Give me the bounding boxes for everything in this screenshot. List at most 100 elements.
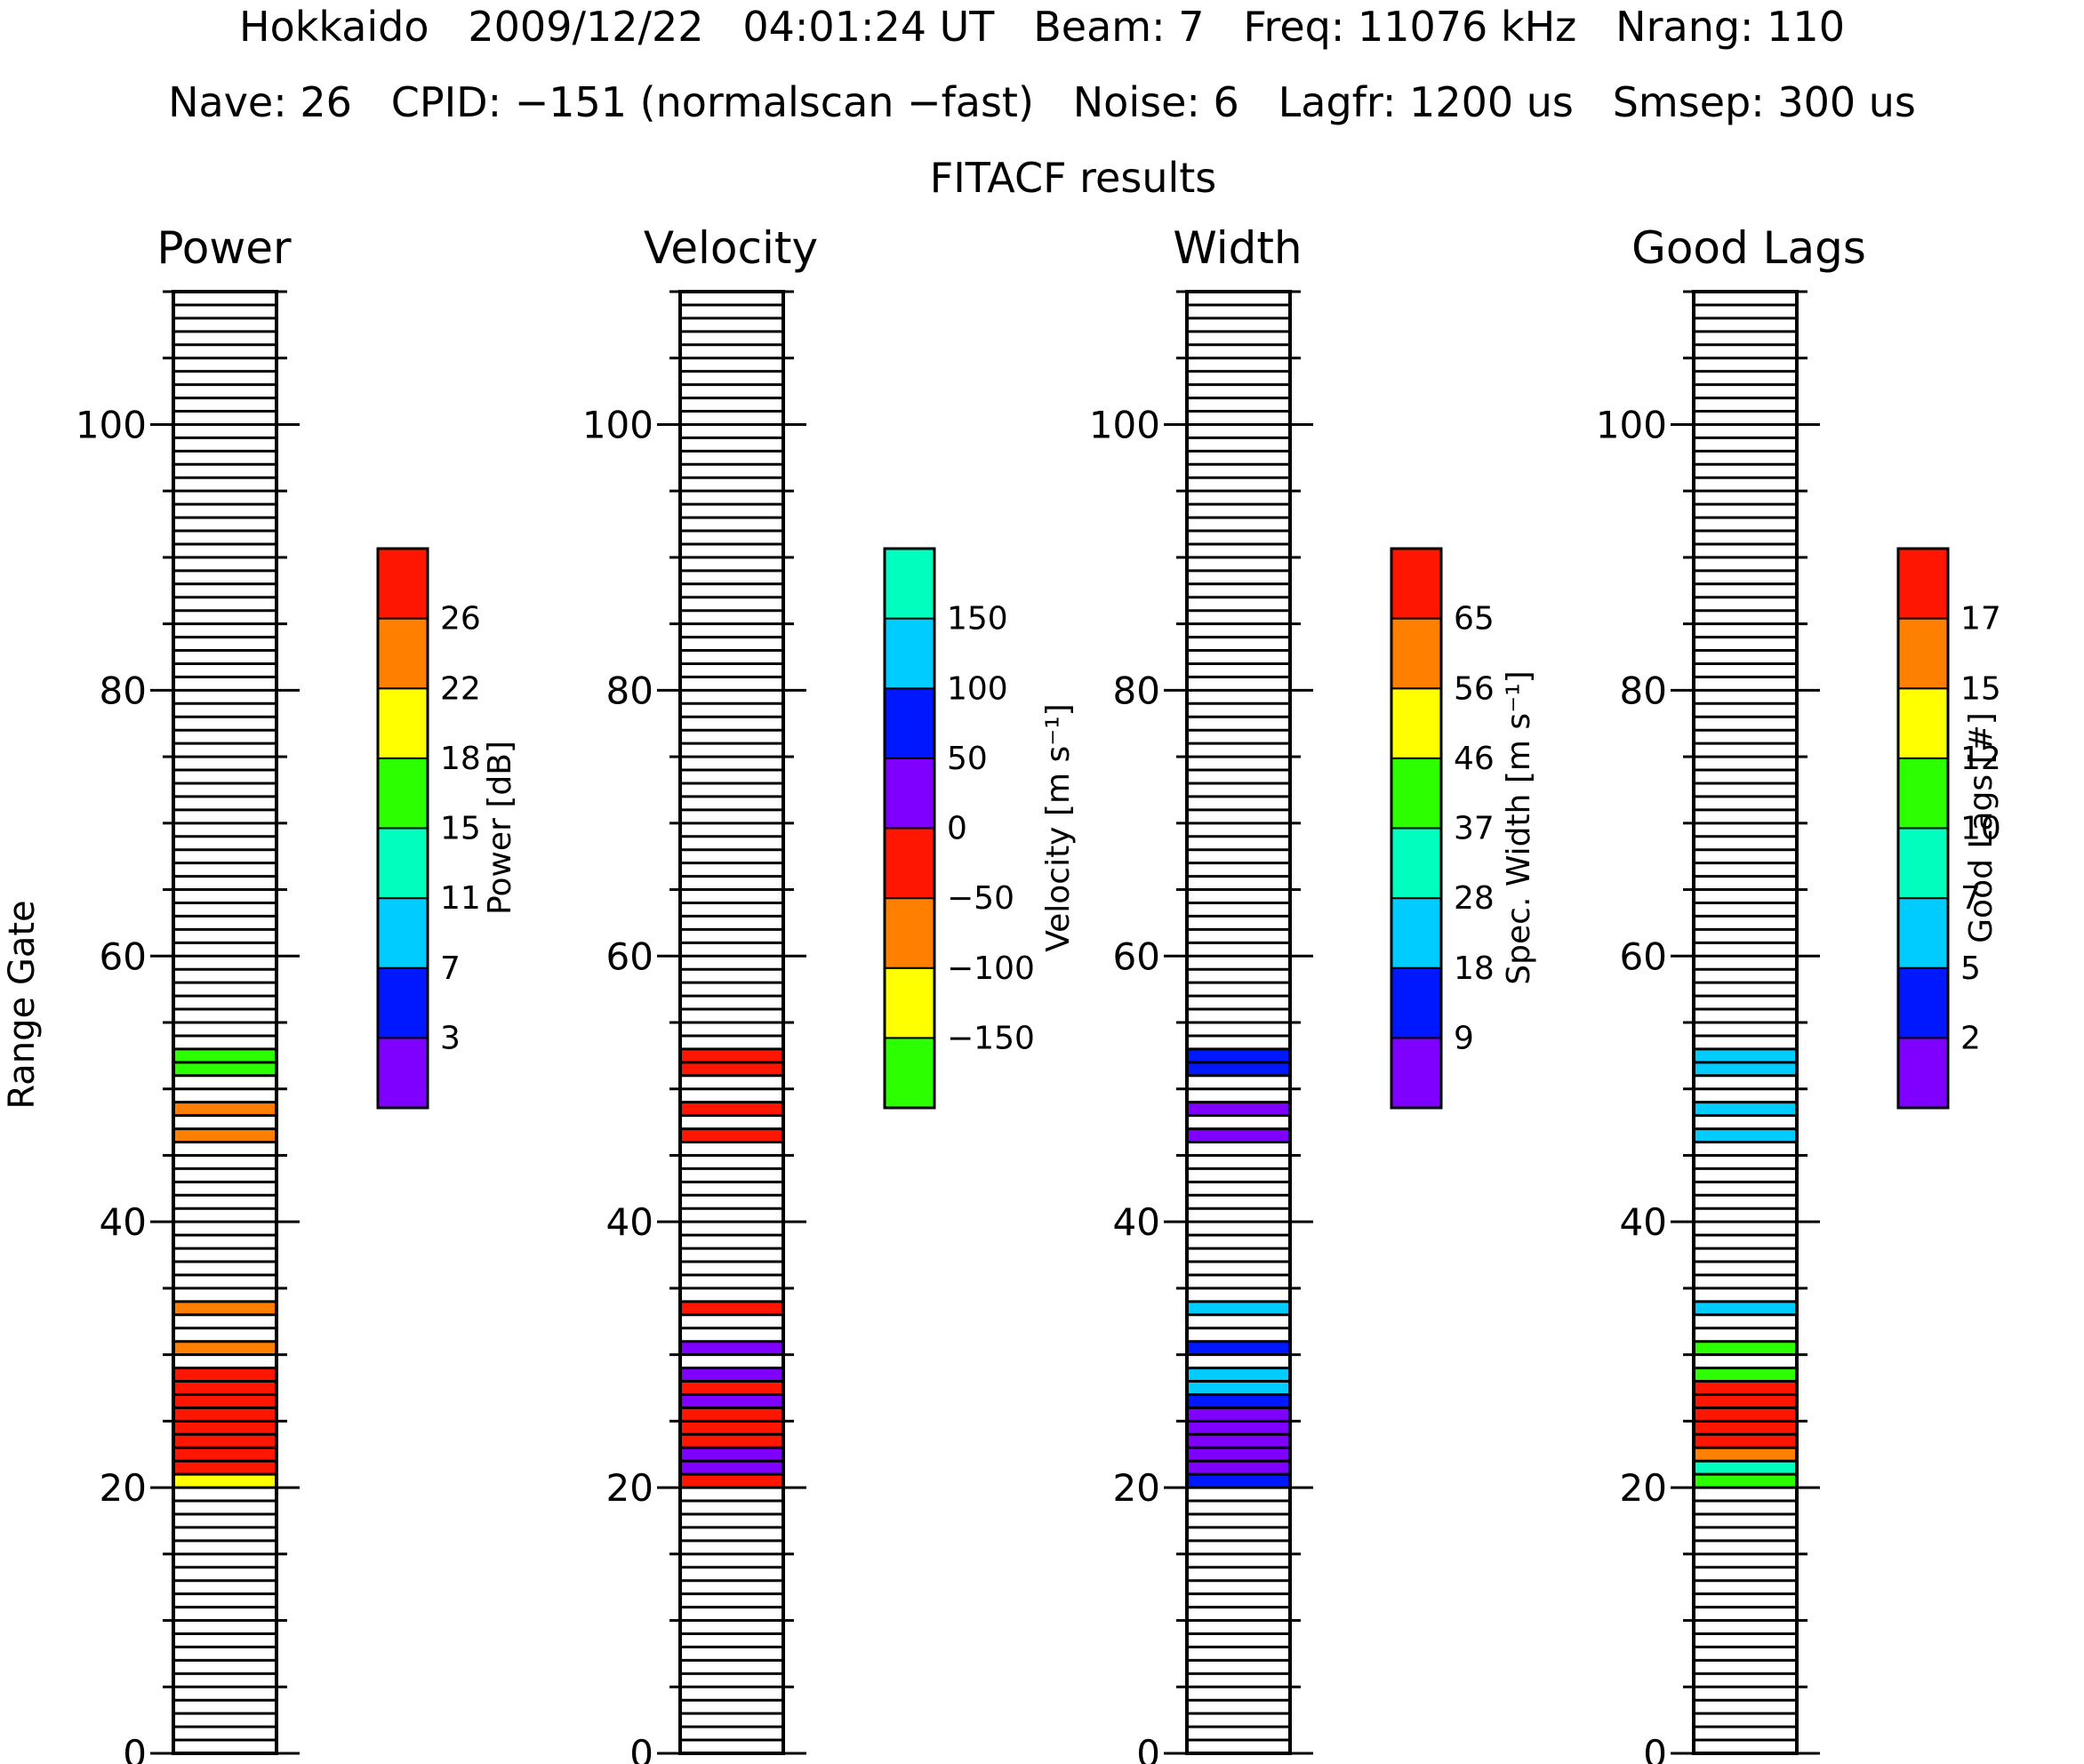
colorbar-tick-label: 7 xyxy=(440,950,461,987)
panel-power: Power 0 20 40 60 80 100 3 7 11 15 18 22 26 Power [dB] xyxy=(76,222,518,1764)
gate-cell xyxy=(173,1102,277,1116)
colorbar-tick-label: 5 xyxy=(1960,950,1981,987)
gate-cell xyxy=(1187,1461,1290,1475)
colorbar-cell xyxy=(1897,897,1949,969)
y-tick-label: 80 xyxy=(606,669,653,712)
colorbar-cell xyxy=(884,757,935,830)
gate-cell xyxy=(1187,1367,1290,1382)
colorbar-tick-label: −100 xyxy=(947,950,1035,987)
y-tick-label: 60 xyxy=(1113,934,1160,978)
colorbar-tick-label: 15 xyxy=(1960,670,2001,707)
gate-cell xyxy=(1694,1461,1797,1475)
colorbar-tick-label: −50 xyxy=(947,880,1014,917)
colorbar-tick-label: 2 xyxy=(1960,1020,1981,1056)
gate-cell xyxy=(1187,1434,1290,1448)
gate-cell xyxy=(173,1474,277,1488)
colorbar-label: Spec. Width [m s⁻¹] xyxy=(1501,670,1537,984)
gate-cell xyxy=(1187,1447,1290,1462)
colorbar-tick-label: 22 xyxy=(440,670,481,707)
colorbar-cell xyxy=(377,966,429,1039)
colorbar-cell xyxy=(377,687,429,759)
y-tick-label: 0 xyxy=(123,1732,147,1764)
header-line-1: Hokkaido 2009/12/22 04:01:24 UT Beam: 7 … xyxy=(239,3,1845,51)
colorbar-label: Good Lags [#] xyxy=(1963,712,2000,943)
colorbar-cell xyxy=(1391,897,1442,969)
y-tick-label: 40 xyxy=(1113,1200,1160,1244)
gate-cell xyxy=(1694,1102,1797,1116)
gate-cell xyxy=(680,1301,783,1315)
y-tick-label: 40 xyxy=(606,1200,653,1244)
gate-cell xyxy=(680,1421,783,1435)
gate-cell xyxy=(1187,1474,1290,1488)
colorbar-tick-label: 46 xyxy=(1454,741,1495,777)
colorbar-frame xyxy=(376,547,429,1110)
colorbar-tick-label: 56 xyxy=(1454,670,1495,707)
y-tick-label: 100 xyxy=(1089,403,1160,446)
gate-cell xyxy=(680,1447,783,1462)
colorbar-frame xyxy=(1896,547,1950,1110)
colorbar-tick-label: 50 xyxy=(947,741,988,777)
gate-cell xyxy=(1187,1128,1290,1143)
gate-cell xyxy=(1694,1434,1797,1448)
gate-cell xyxy=(680,1394,783,1408)
y-tick-label: 60 xyxy=(606,934,653,978)
header-line-3: FITACF results xyxy=(930,154,1217,202)
colorbar-tick-label: 18 xyxy=(440,741,481,777)
y-tick-label: 60 xyxy=(1620,934,1667,978)
colorbar-tick-label: 26 xyxy=(440,601,481,637)
gate-cell xyxy=(1694,1048,1797,1062)
colorbar-cell xyxy=(1391,548,1442,620)
gate-cell xyxy=(680,1381,783,1395)
gate-cell xyxy=(173,1407,277,1422)
colorbar-tick-label: 150 xyxy=(947,601,1008,637)
y-tick-label: 100 xyxy=(76,403,147,446)
gate-cell xyxy=(173,1341,277,1355)
colorbar-cell xyxy=(1897,1037,1949,1109)
colorbar-cell xyxy=(1391,827,1442,900)
colorbar-tick-label: 10 xyxy=(1960,811,2001,847)
gate-cell xyxy=(1694,1062,1797,1076)
colorbar-cell xyxy=(377,827,429,900)
colorbar-cell xyxy=(884,548,935,620)
colorbar-label: Power [dB] xyxy=(482,741,518,915)
colorbar-cell xyxy=(377,1037,429,1109)
gate-cell xyxy=(680,1062,783,1076)
y-tick-label: 80 xyxy=(1113,669,1160,712)
colorbar-cell xyxy=(1897,617,1949,690)
colorbar-tick-label: 100 xyxy=(947,670,1008,707)
colorbar-tick-label: 15 xyxy=(440,811,481,847)
gate-cell xyxy=(1187,1407,1290,1422)
y-tick-label: 20 xyxy=(1113,1466,1160,1510)
colorbar-tick-label: 3 xyxy=(440,1020,461,1056)
colorbar-cell xyxy=(1897,827,1949,900)
gate-cell xyxy=(680,1048,783,1062)
gate-cell xyxy=(1694,1128,1797,1143)
y-tick-label: 60 xyxy=(100,934,147,978)
y-tick-label: 0 xyxy=(1643,1732,1667,1764)
gate-cell xyxy=(1187,1048,1290,1062)
gate-cell xyxy=(1187,1341,1290,1355)
gate-cell xyxy=(1694,1474,1797,1488)
colorbar-tick-label: 65 xyxy=(1454,601,1495,637)
colorbar-tick-label: 9 xyxy=(1454,1020,1474,1056)
colorbar-tick-label: 37 xyxy=(1454,811,1495,847)
colorbar-tick-label: −150 xyxy=(947,1020,1035,1056)
y-tick-label: 40 xyxy=(100,1200,147,1244)
gate-cell xyxy=(173,1447,277,1462)
y-tick-label: 0 xyxy=(1136,1732,1160,1764)
colorbar-cell xyxy=(1391,687,1442,759)
colorbar-cell xyxy=(377,617,429,690)
gate-cell xyxy=(680,1474,783,1488)
colorbar-cell xyxy=(1897,687,1949,759)
gate-cell xyxy=(1187,1301,1290,1315)
y-tick-label: 80 xyxy=(1620,669,1667,712)
panel-title: Velocity xyxy=(644,222,818,274)
colorbar-cell xyxy=(1391,617,1442,690)
gate-cell xyxy=(1187,1381,1290,1395)
colorbar-cell xyxy=(377,548,429,620)
gate-cell xyxy=(680,1461,783,1475)
gate-cell xyxy=(173,1128,277,1143)
